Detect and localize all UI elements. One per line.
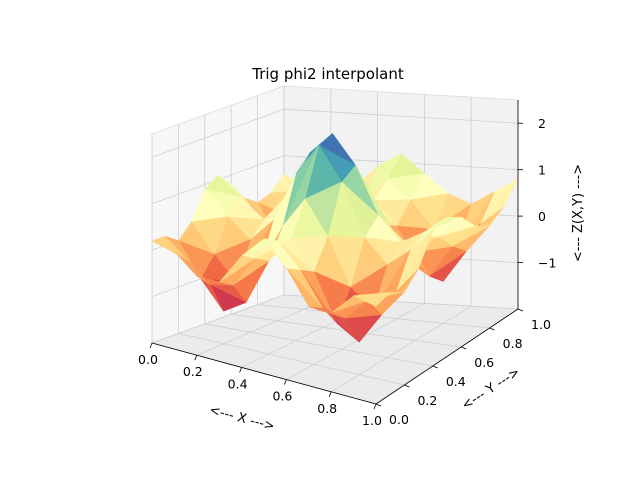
x-tick-label: 1.0 — [362, 413, 382, 428]
z-tick-label: 1 — [538, 163, 546, 178]
y-tick-mark — [375, 403, 382, 407]
y-tick-label: 0.6 — [474, 355, 494, 370]
x-tick-label: 0.4 — [228, 376, 248, 391]
x-tick-label: 0.6 — [272, 389, 292, 404]
axes: 0.0 0.2 0.4 0.6 0.8 1.0 0.0 0.2 0.4 0.6 0.8 1.0 −1 0 1… — [138, 100, 556, 428]
y-axis-label: <--- Y ---> — [459, 365, 523, 414]
y-tick-mark — [461, 346, 467, 350]
x-axis-line — [151, 342, 377, 405]
x-tick-mark — [284, 379, 287, 385]
surface-facet — [174, 251, 211, 285]
z-tick-label: 2 — [538, 116, 546, 131]
x-tick-label: 0.2 — [183, 364, 203, 379]
surface-facet — [353, 292, 391, 307]
surface-facet — [308, 306, 346, 319]
x-tick-label: 0.8 — [317, 401, 337, 416]
z-axis-label: <--- Z(X,Y) ---> — [571, 164, 586, 262]
x-tick-mark — [373, 403, 377, 410]
surface-facet — [151, 240, 188, 261]
y-tick-mark — [517, 308, 524, 312]
surface-facet — [286, 267, 323, 309]
y-tick-mark — [432, 365, 438, 369]
y-tick-label: 0.0 — [389, 412, 409, 427]
y-tick-label: 0.8 — [503, 336, 523, 351]
surface-facet — [196, 276, 233, 286]
y-axis-line — [375, 308, 519, 405]
surface-facet — [263, 238, 301, 270]
x-axis-label: <--- X ---> — [208, 403, 277, 435]
y-tick-label: 1.0 — [531, 317, 551, 332]
surface-plot — [151, 133, 519, 343]
surface-facet — [219, 255, 256, 283]
x-tick-mark — [239, 367, 242, 373]
y-tick-mark — [404, 384, 410, 388]
y-tick-label: 0.4 — [446, 374, 466, 389]
x-tick-mark — [194, 355, 198, 361]
y-tick-mark — [489, 327, 495, 331]
chart-title: Trig phi2 interpolant — [251, 65, 404, 83]
x-tick-mark — [328, 391, 332, 397]
y-tick-label: 0.2 — [417, 393, 437, 408]
x-tick-label: 0.0 — [138, 352, 158, 367]
z-tick-label: 0 — [538, 209, 546, 224]
x-tick-mark — [149, 342, 153, 349]
z-tick-label: −1 — [538, 256, 556, 271]
z-grid-line — [151, 108, 519, 158]
z-grid-line — [151, 155, 519, 205]
